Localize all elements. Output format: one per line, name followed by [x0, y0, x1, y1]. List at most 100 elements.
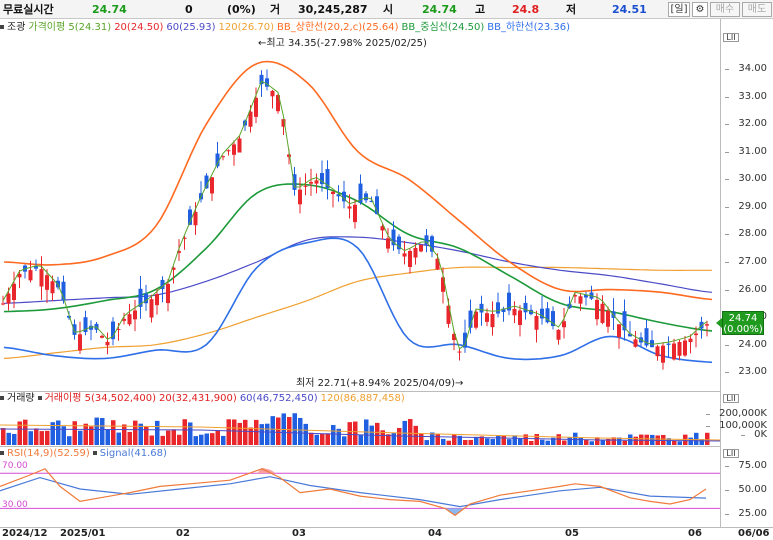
sell-button[interactable]: 매도 — [742, 2, 772, 17]
volume-bar — [177, 434, 182, 445]
legend-bb-lower[interactable]: BB_하한선(23.36) — [487, 22, 571, 33]
volume-bar — [617, 437, 622, 445]
volume-bar — [232, 419, 237, 445]
volume-bar — [496, 435, 501, 445]
candle-body — [89, 325, 93, 330]
candle-body — [78, 334, 82, 351]
candle-body — [259, 74, 264, 85]
candle-body — [331, 191, 335, 195]
legend-ma60[interactable]: 60(25.93) — [166, 22, 216, 33]
legend-rsi[interactable]: RSI(14,9)(52.59) — [7, 448, 90, 459]
volume-bar — [600, 440, 605, 445]
price-chart[interactable] — [0, 36, 720, 386]
volume-bar — [545, 440, 550, 445]
volume-bar — [430, 432, 435, 445]
settings-button[interactable]: ⚙ — [692, 2, 708, 17]
rsi-corner-label[interactable]: LII — [723, 449, 739, 458]
candle-body — [468, 310, 473, 328]
legend-marker-icon — [0, 25, 4, 29]
candle-body — [67, 315, 71, 318]
legend-vol-ma60[interactable]: 60(46,752,450) — [239, 393, 318, 404]
candle-body — [457, 351, 462, 353]
volume-bar — [540, 439, 545, 445]
volume-bar — [463, 439, 468, 445]
legend-vol-ma5[interactable]: 거래이평 5(34,502,400) — [44, 393, 157, 404]
volume-bar — [122, 424, 127, 445]
volume-bar — [221, 435, 226, 445]
candle-body — [617, 324, 621, 338]
candle-body — [402, 253, 407, 257]
volume-chart-pane[interactable] — [0, 405, 721, 445]
date-axis-label: 03 — [292, 528, 306, 539]
rsi-line — [0, 468, 707, 517]
candle-body — [149, 299, 154, 318]
rsi-chart-pane[interactable] — [0, 460, 720, 526]
volume-chart[interactable] — [0, 405, 721, 445]
high-annotation: ←최고 34.35(-27.98% 2025/02/25) — [258, 38, 427, 49]
volume-bar — [298, 417, 303, 445]
volume-bar — [490, 438, 495, 445]
candle-body — [518, 310, 522, 326]
corner-label[interactable]: LII — [723, 33, 739, 42]
volume-bar — [254, 419, 259, 445]
volume-bar — [468, 439, 473, 445]
candle-body — [276, 95, 280, 112]
legend-marker-icon — [0, 451, 4, 455]
candle-body — [309, 182, 313, 184]
candle-body — [342, 191, 346, 202]
candle-body — [325, 169, 330, 188]
candle-body — [672, 343, 676, 360]
volume-corner-label[interactable]: LII — [723, 394, 739, 403]
volume-ma120-line — [0, 424, 721, 441]
volume-bar — [111, 420, 116, 445]
candle-body — [72, 324, 77, 335]
volume-bar — [39, 431, 44, 445]
price-axis[interactable]: LII 34.00 33.00 32.00 31.00 30.00 29.00 28.00 2… — [720, 19, 773, 391]
legend-ma5[interactable]: 가격이평 5(24.31) — [28, 22, 112, 33]
low-annotation: 최저 22.71(+8.94% 2025/04/09)→ — [296, 378, 464, 389]
legend-vol-ma20[interactable]: 20(32,431,900) — [159, 393, 237, 404]
price-axis-tick: 31.00 — [725, 145, 767, 157]
legend-ma120[interactable]: 120(26.70) — [218, 22, 275, 33]
signal-line — [0, 476, 707, 508]
candle-body — [600, 303, 605, 323]
candle-body — [248, 111, 253, 127]
volume-bar — [45, 430, 50, 445]
volume-bar — [375, 422, 380, 445]
volume-bar — [314, 434, 319, 445]
volume-bar — [397, 427, 402, 445]
volume-bar — [457, 435, 462, 445]
price-change-pct: (0%) — [227, 3, 256, 16]
volume-bar — [419, 433, 424, 445]
candle-body — [100, 335, 104, 338]
volume-bar — [116, 432, 121, 445]
price-chart-pane[interactable] — [0, 36, 720, 386]
legend-bb-mid[interactable]: BB_중심선(24.50) — [401, 22, 485, 33]
legend-signal[interactable]: Signal(41.68) — [99, 448, 167, 459]
candle-body — [584, 294, 588, 298]
rsi-level-70: 70.00 — [2, 461, 28, 471]
volume-bar — [182, 419, 187, 445]
rsi-chart[interactable] — [0, 460, 720, 526]
period-button[interactable]: [일] — [668, 2, 690, 17]
legend-ma20[interactable]: 20(24.50) — [114, 22, 164, 33]
volume-bar — [512, 435, 517, 445]
volume-axis[interactable]: LII 200,000K 100,000K 0K — [706, 391, 773, 446]
volume-bar — [259, 424, 264, 445]
buy-button[interactable]: 매수 — [710, 2, 740, 17]
candle-body — [210, 177, 214, 194]
low-value: 24.51 — [612, 3, 647, 16]
volume-bar — [606, 438, 611, 445]
legend-bb-upper[interactable]: BB_상한선(20,2,c)(25.64) — [277, 22, 399, 33]
volume-bar — [287, 417, 292, 445]
candle-body — [50, 281, 55, 294]
rsi-axis[interactable]: LII 75.00 50.00 25.00 — [720, 446, 773, 527]
candle-body — [28, 270, 33, 281]
candle-body — [39, 269, 44, 287]
ma5-line — [2, 80, 708, 350]
legend-vol-ma120[interactable]: 120(86,887,458) — [320, 393, 405, 404]
candle-body — [281, 119, 286, 127]
volume-bar — [78, 430, 83, 445]
volume-bar — [562, 440, 567, 445]
candle-body — [573, 295, 577, 297]
